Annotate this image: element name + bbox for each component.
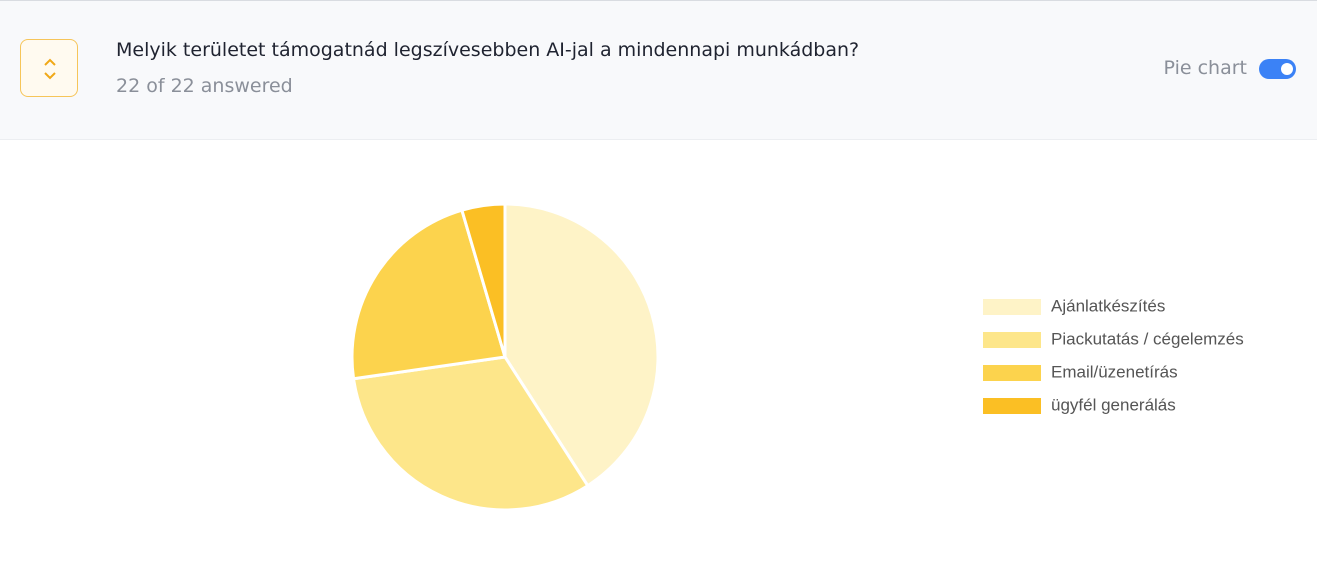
reorder-icon (44, 58, 56, 80)
legend-swatch (983, 365, 1041, 381)
pie-slice (351, 355, 590, 512)
pie-slice (350, 208, 507, 381)
legend-swatch (983, 398, 1041, 414)
chart-toggle[interactable] (1259, 59, 1296, 79)
pie-slice (460, 202, 507, 358)
legend-label: Ajánlatkészítés (1051, 296, 1165, 315)
question-title: Melyik területet támogatnád legszívesebb… (116, 39, 860, 61)
legend-swatch (983, 332, 1041, 348)
answer-count: 22 of 22 answered (116, 75, 293, 97)
chart: Ajánlatkészítés Piackutatás / cégelemzés E… (350, 202, 1244, 512)
legend-label: Piackutatás / cégelemzés (1051, 329, 1244, 348)
legend-label: ügyfél generálás (1051, 395, 1176, 414)
reorder-button[interactable] (20, 39, 78, 97)
legend-label: Email/üzenetírás (1051, 362, 1178, 381)
question-header: Melyik területet támogatnád legszívesebb… (0, 0, 1317, 140)
legend-swatch (983, 299, 1041, 315)
toggle-label: Pie chart (1163, 57, 1247, 79)
